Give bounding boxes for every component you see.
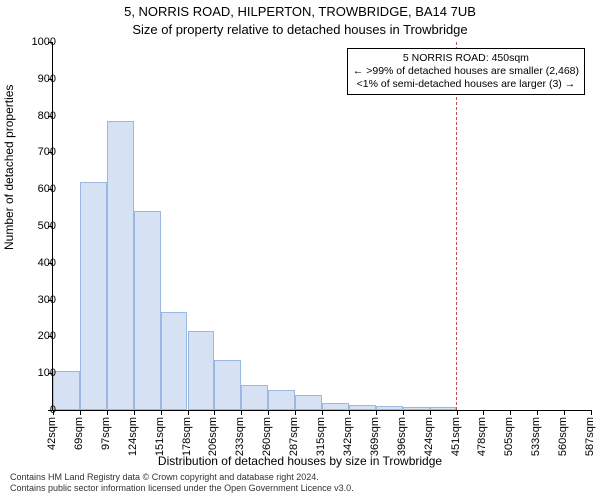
chart-title-line2: Size of property relative to detached ho… — [0, 22, 600, 37]
x-tick-label: 342sqm — [342, 417, 354, 456]
y-tick-label: 300 — [38, 294, 56, 306]
x-tick-label: 151sqm — [154, 417, 166, 456]
x-tick — [188, 410, 189, 415]
annotation-line1: 5 NORRIS ROAD: 450sqm — [353, 52, 579, 65]
x-tick-label: 560sqm — [557, 417, 569, 456]
x-tick-label: 451sqm — [450, 417, 462, 456]
x-tick-label: 533sqm — [530, 417, 542, 456]
x-tick — [268, 410, 269, 415]
y-axis-label: Number of detached properties — [2, 85, 16, 250]
y-tick-label: 100 — [38, 367, 56, 379]
y-tick-label: 0 — [50, 404, 56, 416]
x-tick — [241, 410, 242, 415]
x-tick-label: 233sqm — [234, 417, 246, 456]
x-tick-label: 206sqm — [207, 417, 219, 456]
chart-root: 5, NORRIS ROAD, HILPERTON, TROWBRIDGE, B… — [0, 0, 600, 500]
annotation-line3: <1% of semi-detached houses are larger (… — [353, 78, 579, 91]
histogram-bar — [376, 406, 403, 410]
x-tick — [295, 410, 296, 415]
y-tick-label: 500 — [38, 220, 56, 232]
x-tick-label: 287sqm — [288, 417, 300, 456]
x-tick — [107, 410, 108, 415]
histogram-bar — [430, 407, 457, 410]
histogram-bar — [322, 403, 349, 410]
x-tick-label: 424sqm — [423, 417, 435, 456]
y-tick-label: 1000 — [32, 36, 56, 48]
x-tick — [403, 410, 404, 415]
x-tick — [510, 410, 511, 415]
x-tick-label: 97sqm — [100, 417, 112, 450]
y-tick-label: 200 — [38, 330, 56, 342]
x-tick-label: 124sqm — [127, 417, 139, 456]
y-tick-label: 900 — [38, 73, 56, 85]
footer-text: Contains HM Land Registry data © Crown c… — [10, 472, 354, 495]
histogram-bar — [134, 211, 161, 410]
footer-line1: Contains HM Land Registry data © Crown c… — [10, 472, 354, 483]
x-tick-label: 260sqm — [261, 417, 273, 456]
y-tick-label: 400 — [38, 257, 56, 269]
histogram-bar — [214, 360, 241, 410]
histogram-bar — [349, 405, 376, 410]
x-tick — [376, 410, 377, 415]
x-tick — [134, 410, 135, 415]
x-tick — [457, 410, 458, 415]
histogram-bar — [241, 385, 268, 410]
property-marker-line — [456, 42, 457, 410]
histogram-bar — [403, 407, 430, 410]
x-tick-label: 315sqm — [315, 417, 327, 456]
histogram-bar — [80, 182, 107, 410]
x-tick — [564, 410, 565, 415]
y-tick-label: 800 — [38, 110, 56, 122]
histogram-bar — [107, 121, 134, 410]
histogram-bar — [295, 395, 322, 410]
x-tick — [349, 410, 350, 415]
x-tick-label: 396sqm — [396, 417, 408, 456]
x-tick — [161, 410, 162, 415]
x-tick — [80, 410, 81, 415]
x-tick-label: 478sqm — [476, 417, 488, 456]
annotation-line2: ← >99% of detached houses are smaller (2… — [353, 65, 579, 78]
footer-line2: Contains public sector information licen… — [10, 483, 354, 494]
x-tick-label: 69sqm — [73, 417, 85, 450]
x-tick — [537, 410, 538, 415]
x-tick-label: 42sqm — [46, 417, 58, 450]
annotation-box: 5 NORRIS ROAD: 450sqm← >99% of detached … — [347, 48, 585, 95]
histogram-bar — [268, 390, 295, 410]
histogram-bar — [188, 331, 215, 410]
histogram-bar — [161, 312, 188, 410]
plot-area: 5 NORRIS ROAD: 450sqm← >99% of detached … — [52, 42, 591, 411]
x-tick — [430, 410, 431, 415]
y-tick-label: 600 — [38, 183, 56, 195]
x-tick — [483, 410, 484, 415]
x-tick-label: 369sqm — [369, 417, 381, 456]
x-tick — [214, 410, 215, 415]
y-tick-label: 700 — [38, 146, 56, 158]
histogram-bar — [53, 371, 80, 410]
x-tick-label: 178sqm — [181, 417, 193, 456]
x-tick-label: 587sqm — [584, 417, 596, 456]
x-tick — [591, 410, 592, 415]
x-tick — [322, 410, 323, 415]
chart-title-line1: 5, NORRIS ROAD, HILPERTON, TROWBRIDGE, B… — [0, 4, 600, 19]
x-tick-label: 505sqm — [503, 417, 515, 456]
